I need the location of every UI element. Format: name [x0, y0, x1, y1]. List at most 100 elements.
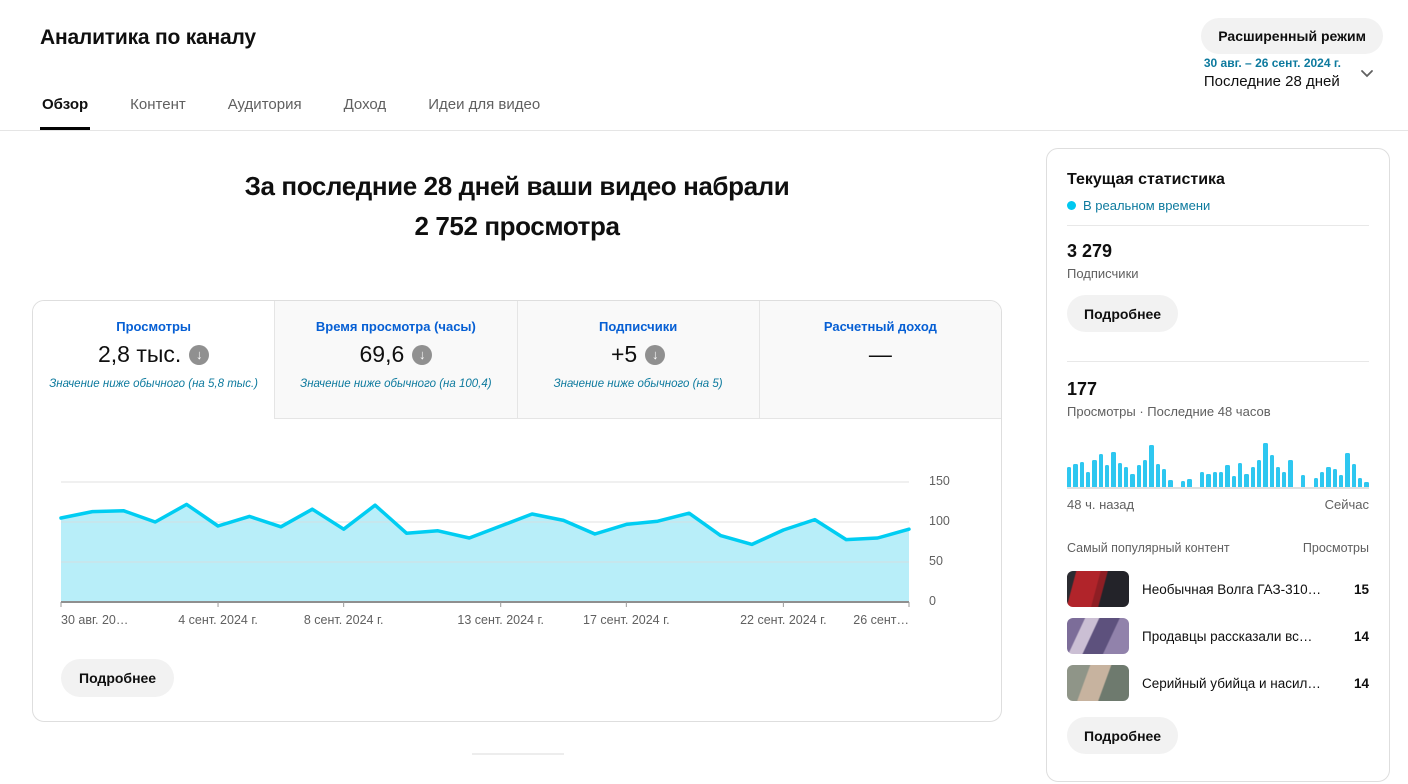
realtime-bar-chart[interactable] — [1067, 441, 1369, 489]
realtime-bar — [1275, 467, 1281, 487]
video-thumbnail — [1067, 618, 1129, 654]
subscribers-count: 3 279 — [1067, 241, 1113, 261]
x-tick-label: 4 сент. 2024 г. — [178, 613, 258, 627]
metric-tab-revenue[interactable]: Расчетный доход — — [758, 301, 1001, 419]
realtime-bar — [1364, 482, 1369, 487]
realtime-bar — [1206, 474, 1211, 487]
x-tick-label: 17 сент. 2024 г. — [583, 613, 670, 627]
x-tick-label: 30 авг. 20… — [61, 613, 129, 627]
video-thumbnail — [1067, 665, 1129, 701]
realtime-bar — [1237, 463, 1243, 487]
realtime-bar — [1085, 472, 1091, 487]
tab-overview[interactable]: Обзор — [40, 96, 91, 130]
realtime-bar — [1256, 460, 1262, 487]
divider — [1067, 225, 1369, 226]
realtime-details-button[interactable]: Подробнее — [1067, 717, 1179, 754]
realtime-bar — [1244, 474, 1249, 487]
realtime-bar — [1161, 469, 1167, 487]
realtime-bar — [1301, 475, 1306, 487]
summary-headline-line1: За последние 28 дней ваши видео набрали — [244, 171, 790, 201]
realtime-bar — [1351, 464, 1357, 487]
realtime-bar — [1231, 476, 1236, 487]
realtime-bar — [1288, 460, 1293, 487]
analytics-tabs: Обзор Контент Аудитория Доход Идеи для в… — [40, 96, 542, 130]
line-chart-canvas — [59, 481, 911, 607]
video-views: 14 — [1353, 628, 1369, 644]
summary-headline: За последние 28 дней ваши видео набрали … — [32, 166, 1002, 246]
views-column-header: Просмотры — [1302, 541, 1369, 555]
realtime-bar — [1358, 478, 1363, 487]
top-content-header-row: Самый популярный контент Просмотры — [1067, 541, 1369, 555]
realtime-bar — [1098, 454, 1103, 487]
realtime-bar — [1168, 480, 1173, 487]
x-tick-label: 13 сент. 2024 г. — [457, 613, 544, 627]
trend-down-icon: ↓ — [645, 344, 666, 365]
realtime-indicator: В реальном времени — [1067, 198, 1369, 213]
realtime-bar — [1067, 467, 1072, 487]
realtime-card-title: Текущая статистика — [1067, 171, 1225, 188]
date-range-texts: 30 авг. – 26 сент. 2024 г. Последние 28 … — [1204, 56, 1341, 90]
realtime-bar — [1180, 481, 1186, 487]
metric-anomaly-note: Значение ниже обычного (на 5,8 тыс.) — [49, 378, 259, 390]
realtime-bar — [1212, 472, 1217, 487]
realtime-bar — [1104, 465, 1110, 487]
x-tick-label: 22 сент. 2024 г. — [740, 613, 827, 627]
bars-right-label: Сейчас — [1324, 497, 1369, 512]
metric-value: — — [868, 341, 892, 367]
tab-content[interactable]: Контент — [130, 96, 186, 113]
video-title: Продавцы рассказали вс… — [1142, 628, 1313, 644]
metric-value: 2,8 тыс. — [97, 341, 182, 367]
video-views: 14 — [1353, 675, 1369, 691]
realtime-bar — [1269, 455, 1274, 487]
realtime-bar — [1263, 443, 1268, 487]
realtime-bar — [1326, 467, 1331, 487]
realtime-bar — [1130, 474, 1135, 487]
metric-label: Просмотры — [116, 319, 191, 334]
realtime-bar — [1136, 465, 1141, 487]
top-content-header: Самый популярный контент — [1067, 541, 1230, 555]
next-section-peek-divider — [472, 753, 564, 755]
date-range-picker[interactable]: 30 авг. – 26 сент. 2024 г. Последние 28 … — [1204, 56, 1377, 90]
realtime-bar — [1142, 460, 1148, 487]
realtime-views-count: 177 — [1067, 379, 1098, 399]
page-title: Аналитика по каналу — [40, 26, 256, 49]
chevron-down-icon — [1361, 70, 1373, 78]
x-axis-labels: 30 авг. 20… 4 сент. 2024 г. 8 сент. 2024 г… — [61, 613, 909, 631]
bars-left-label: 48 ч. назад — [1067, 497, 1135, 512]
realtime-bar — [1320, 472, 1325, 487]
metric-label: Подписчики — [599, 319, 678, 334]
realtime-bar — [1187, 479, 1192, 487]
top-video-row-1[interactable]: Необычная Волга ГАЗ-310… 15 — [1067, 571, 1369, 607]
x-tick-label: 8 сент. 2024 г. — [303, 613, 384, 627]
video-title: Необычная Волга ГАЗ-310… — [1142, 581, 1322, 597]
realtime-bar — [1345, 453, 1350, 487]
date-preset-label: Последние 28 дней — [1203, 73, 1340, 90]
x-tick-label: 26 сент… — [853, 613, 909, 627]
metric-anomaly-note: Значение ниже обычного (на 100,4) — [300, 378, 492, 390]
realtime-bar — [1123, 467, 1129, 487]
realtime-bar — [1218, 472, 1224, 487]
realtime-bar — [1111, 452, 1116, 487]
tab-video-ideas[interactable]: Идеи для видео — [428, 96, 541, 113]
realtime-bar — [1117, 463, 1122, 487]
realtime-bar — [1079, 462, 1084, 487]
metric-tab-subscribers[interactable]: Подписчики +5 ↓ Значение ниже обычного (… — [516, 301, 759, 419]
metric-anomaly-note: Значение ниже обычного (на 5) — [553, 378, 723, 390]
summary-headline-line2: 2 752 просмотра — [414, 211, 620, 241]
metric-tab-views[interactable]: Просмотры 2,8 тыс. ↓ Значение ниже обычн… — [33, 301, 275, 419]
advanced-mode-button[interactable]: Расширенный режим — [1201, 18, 1383, 54]
realtime-stats-card: Текущая статистика В реальном времени 3 … — [1046, 148, 1390, 782]
chart-details-button[interactable]: Подробнее — [61, 659, 175, 697]
realtime-views-label: Просмотры · Последние 48 часов — [1067, 404, 1271, 419]
top-video-row-2[interactable]: Продавцы рассказали вс… 14 — [1067, 618, 1369, 654]
top-video-row-3[interactable]: Серийный убийца и насил… 14 — [1067, 665, 1369, 701]
y-tick-label: 150 — [929, 474, 950, 488]
tab-revenue[interactable]: Доход — [343, 96, 387, 113]
tab-audience[interactable]: Аудитория — [227, 96, 302, 113]
realtime-bar — [1225, 465, 1230, 487]
realtime-bar — [1339, 475, 1344, 487]
metric-tab-watch-time[interactable]: Время просмотра (часы) 69,6 ↓ Значение н… — [274, 301, 517, 419]
views-line-chart[interactable]: 150 100 50 0 30 авг. 20… 4 сент. 2024 г. 8 се… — [59, 474, 961, 627]
subscribers-details-button[interactable]: Подробнее — [1067, 295, 1179, 332]
